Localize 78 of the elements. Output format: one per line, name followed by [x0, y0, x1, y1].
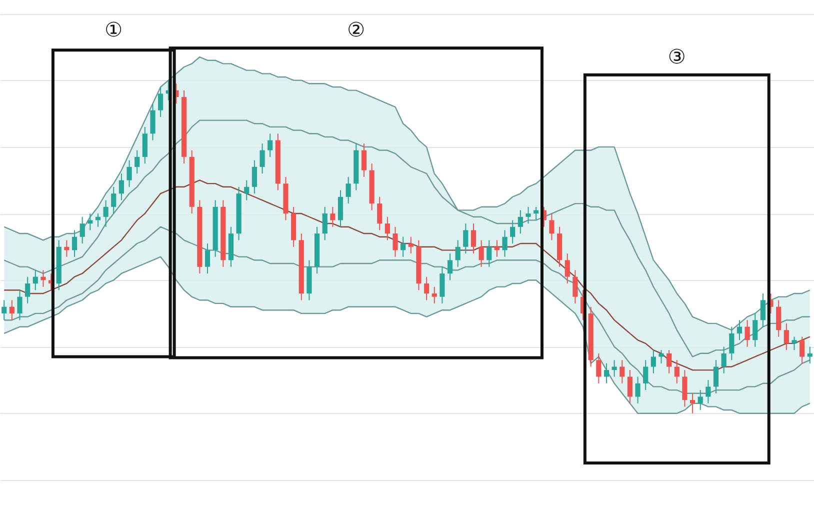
candlestick — [627, 370, 633, 404]
candlestick — [572, 270, 578, 304]
candlestick — [792, 336, 797, 351]
candlestick — [518, 210, 523, 234]
candlestick — [635, 376, 640, 404]
candlestick — [377, 196, 382, 231]
candlestick — [612, 360, 617, 378]
candlestick — [80, 216, 85, 244]
candlestick — [118, 173, 124, 201]
candlestick — [25, 276, 30, 304]
candlestick — [126, 160, 132, 188]
candlestick — [9, 300, 14, 321]
candlestick — [502, 230, 508, 258]
candlestick — [455, 240, 460, 268]
candlestick — [486, 240, 492, 268]
candlestick — [111, 186, 116, 214]
candlestick — [72, 230, 78, 258]
candlestick — [400, 236, 406, 258]
candlestick — [478, 240, 484, 268]
candlestick — [408, 236, 414, 254]
candlestick — [361, 143, 367, 178]
candlestick — [346, 176, 351, 204]
candlestick — [800, 336, 805, 364]
candlestick — [103, 200, 108, 228]
candlestick — [666, 350, 672, 374]
candlestick — [604, 362, 610, 384]
candlestick — [721, 346, 726, 374]
candlestick — [440, 266, 445, 304]
candlestick — [384, 216, 390, 241]
candlestick — [88, 213, 93, 231]
candlestick — [534, 206, 539, 221]
candlestick — [596, 352, 602, 384]
candlestick — [134, 150, 140, 174]
candlestick — [204, 243, 210, 274]
candlestick — [698, 390, 703, 411]
candlestick — [674, 360, 680, 384]
candlestick — [510, 220, 516, 244]
candlestick — [682, 370, 688, 408]
candlestick — [330, 206, 336, 228]
candlestick — [142, 126, 148, 164]
text: ① — [104, 17, 123, 42]
candlestick — [706, 380, 711, 404]
candlestick — [729, 326, 734, 361]
candlestick — [463, 223, 468, 254]
candlestick — [32, 270, 38, 291]
candlestick — [752, 312, 758, 348]
candlestick — [736, 320, 742, 341]
candlestick — [658, 350, 664, 364]
candlestick — [650, 350, 656, 374]
candlestick — [17, 290, 22, 321]
candlestick — [549, 213, 554, 241]
candlestick — [690, 392, 696, 414]
candlestick — [447, 253, 453, 281]
candlestick — [432, 286, 437, 304]
candlestick — [244, 180, 250, 201]
candlestick — [776, 300, 782, 338]
candlestick — [713, 360, 719, 394]
candlestick — [620, 360, 625, 384]
candlestick — [40, 270, 46, 288]
candlestick — [760, 292, 766, 328]
candlestick — [424, 276, 430, 301]
candlestick — [158, 86, 164, 118]
candlestick — [268, 133, 273, 158]
candlestick — [322, 206, 328, 241]
candlestick — [744, 320, 750, 348]
candlestick — [260, 143, 265, 174]
candlestick — [784, 322, 789, 351]
candlestick — [392, 226, 398, 258]
candlestick — [338, 190, 344, 228]
candlestick — [2, 300, 7, 321]
candlestick — [643, 360, 648, 391]
candlestick — [564, 253, 570, 284]
candlestick — [470, 223, 476, 254]
text: ③ — [668, 44, 686, 68]
text: ② — [347, 17, 366, 42]
candlestick — [150, 103, 156, 141]
candlestick — [252, 160, 257, 194]
candlestick — [526, 206, 531, 224]
